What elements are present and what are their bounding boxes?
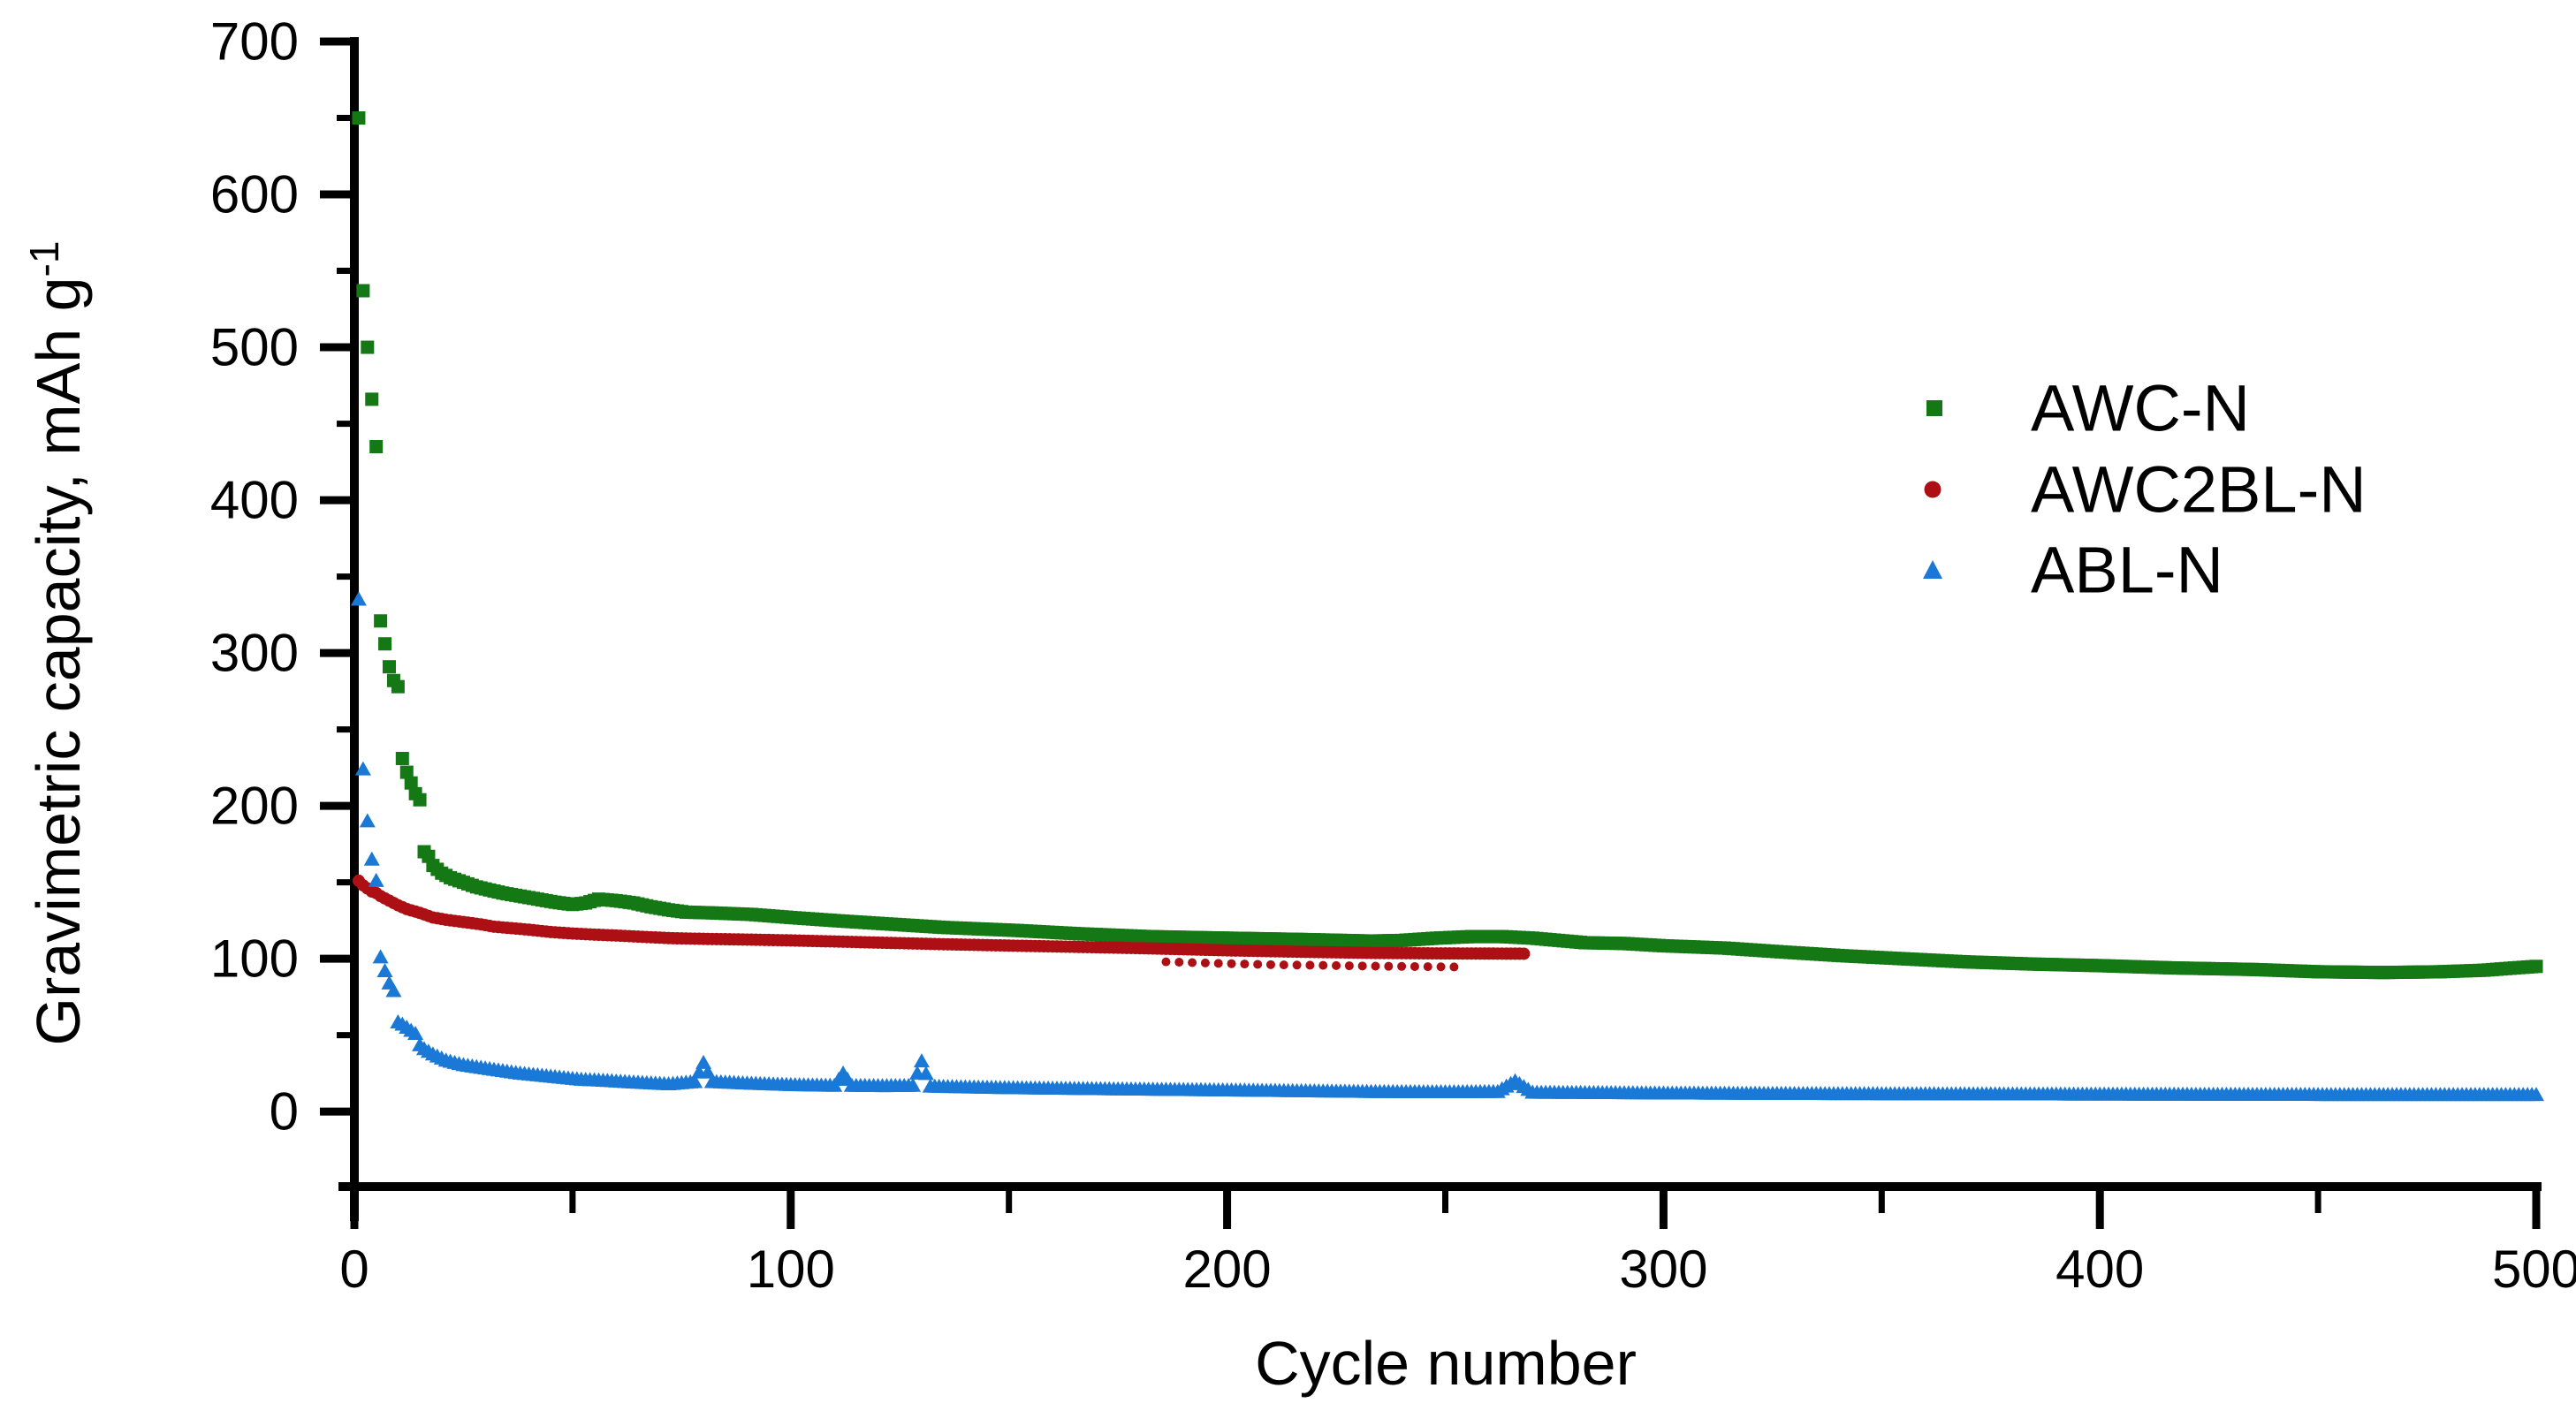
x-tick-label: 500 bbox=[2492, 1240, 2576, 1299]
x-tick-label: 300 bbox=[1619, 1240, 1707, 1299]
data-point-triangle bbox=[385, 982, 402, 997]
data-point-square bbox=[352, 111, 366, 125]
legend-label-awc-n: AWC-N bbox=[2031, 372, 2250, 445]
y-tick-label: 700 bbox=[210, 12, 299, 72]
x-axis-title: Cycle number bbox=[1255, 1329, 1637, 1398]
y-tick-label: 0 bbox=[270, 1082, 299, 1142]
data-point-circle-lower bbox=[1305, 960, 1315, 970]
data-point-square bbox=[365, 392, 379, 406]
data-point-square bbox=[369, 440, 384, 454]
data-point-triangle bbox=[376, 963, 393, 978]
data-point-square bbox=[378, 637, 392, 651]
data-point-triangle bbox=[2528, 1087, 2544, 1102]
y-tick-label: 400 bbox=[210, 471, 299, 530]
axes bbox=[338, 37, 2542, 1221]
series-awc-n bbox=[352, 111, 2543, 980]
data-point-circle-lower bbox=[1332, 960, 1341, 970]
data-point-circle-lower bbox=[1371, 961, 1380, 971]
tick-marks bbox=[320, 37, 2541, 1229]
data-point-square bbox=[356, 284, 370, 298]
series-awc2bl-n bbox=[352, 874, 1531, 972]
legend-label-awc2bl-n: AWC2BL-N bbox=[2031, 453, 2367, 527]
data-point-circle-lower bbox=[1227, 959, 1236, 968]
data-point-circle-lower bbox=[1188, 958, 1197, 967]
data-point-circle-lower bbox=[1240, 960, 1250, 969]
data-point-triangle bbox=[354, 761, 371, 776]
x-tick-label: 100 bbox=[747, 1240, 835, 1299]
y-axis-title-main: Gravimetric capacity, mAh g bbox=[24, 277, 93, 1045]
data-point-circle-lower bbox=[1344, 961, 1354, 971]
legend-marker-square-icon bbox=[1926, 400, 1942, 416]
data-point-circle-lower bbox=[1200, 958, 1210, 967]
y-tick-label: 500 bbox=[210, 318, 299, 377]
data-point-circle-lower bbox=[1213, 959, 1223, 968]
y-tick-label: 200 bbox=[210, 777, 299, 836]
data-point-triangle bbox=[687, 1073, 703, 1088]
data-point-triangle bbox=[363, 851, 380, 866]
data-point-triangle bbox=[913, 1053, 930, 1068]
legend-item-awc2bl-n: AWC2BL-N bbox=[1924, 453, 2367, 527]
data-point-triangle bbox=[350, 591, 367, 606]
y-tick-label: 300 bbox=[210, 624, 299, 683]
data-point-square bbox=[383, 660, 397, 674]
data-point-triangle bbox=[917, 1066, 934, 1081]
data-point-circle-lower bbox=[1279, 960, 1288, 970]
data-point-triangle bbox=[905, 1077, 922, 1092]
data-point-circle-lower bbox=[1436, 962, 1446, 972]
data-point-square bbox=[374, 614, 388, 628]
data-point-square bbox=[361, 340, 375, 354]
legend-marker-triangle-icon bbox=[1923, 560, 1942, 579]
y-tick-label: 600 bbox=[210, 165, 299, 224]
data-point-square bbox=[2529, 960, 2543, 974]
data-point-circle-lower bbox=[1318, 960, 1328, 970]
x-tick-label: 200 bbox=[1183, 1240, 1272, 1299]
y-tick-label: 100 bbox=[210, 929, 299, 989]
legend-item-awc-n: AWC-N bbox=[1926, 372, 2250, 445]
legend: AWC-N AWC2BL-N ABL-N bbox=[1923, 372, 2367, 607]
data-point-triangle bbox=[372, 949, 389, 964]
legend-marker-circle-icon bbox=[1924, 481, 1941, 498]
y-axis-title-superscript: -1 bbox=[21, 241, 67, 277]
data-point-circle-lower bbox=[1384, 961, 1394, 971]
data-point-circle-lower bbox=[1161, 957, 1171, 967]
tick-labels: 0 100 200 300 400 500 600 700 0 100 200 300 400 500 bbox=[210, 12, 2576, 1300]
legend-item-abl-n: ABL-N bbox=[1923, 534, 2223, 607]
x-tick-label: 400 bbox=[2055, 1240, 2144, 1299]
data-point-square bbox=[399, 765, 414, 779]
data-point-circle-lower bbox=[1174, 958, 1184, 967]
data-point-square bbox=[404, 776, 418, 790]
data-point-triangle bbox=[359, 813, 376, 828]
data-point-square bbox=[391, 679, 405, 694]
data-point-circle bbox=[1517, 947, 1531, 960]
data-point-circle-lower bbox=[1265, 960, 1275, 969]
data-point-circle-lower bbox=[1397, 961, 1407, 971]
data-point-square bbox=[395, 751, 409, 765]
data-series-layer bbox=[350, 111, 2544, 1102]
data-point-circle-lower bbox=[1410, 961, 1419, 971]
data-point-circle-lower bbox=[1253, 960, 1263, 969]
data-point-circle-lower bbox=[1357, 961, 1367, 971]
data-point-square bbox=[413, 793, 427, 807]
data-point-circle-lower bbox=[1449, 962, 1459, 972]
series-abl-n bbox=[350, 591, 2544, 1102]
data-point-circle-lower bbox=[1423, 962, 1432, 972]
data-point-triangle bbox=[407, 1025, 424, 1040]
data-point-circle-lower bbox=[1292, 960, 1302, 970]
x-tick-label: 0 bbox=[339, 1240, 369, 1299]
data-point-triangle bbox=[368, 872, 384, 887]
legend-label-abl-n: ABL-N bbox=[2031, 534, 2223, 607]
y-axis-title: Gravimetric capacity, mAh g-1 bbox=[21, 241, 93, 1046]
